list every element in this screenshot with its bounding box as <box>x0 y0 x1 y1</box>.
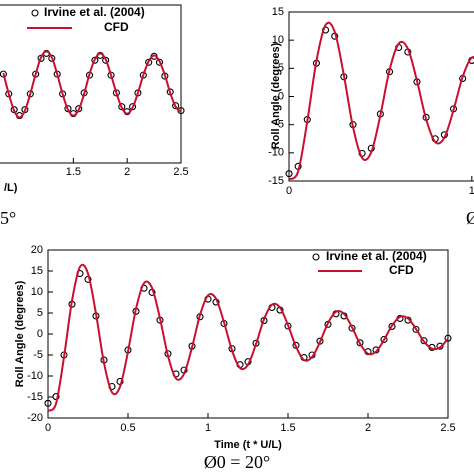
data-point <box>356 339 364 347</box>
x-axis-label: /L) <box>4 182 18 194</box>
y-axis-label: Roll Angle (degrees) <box>14 280 26 387</box>
x-tick-label: 2 <box>365 422 371 434</box>
x-tick-label: 0 <box>286 185 292 197</box>
legend-label: Irvine et al. (2004) <box>326 249 427 263</box>
data-point <box>348 324 356 332</box>
data-point <box>436 342 444 350</box>
legend-label: CFD <box>104 20 129 34</box>
legend-label: CFD <box>389 263 414 277</box>
y-tick-label: -5 <box>33 349 43 361</box>
data-point <box>444 334 452 342</box>
y-tick-label: 0 <box>278 90 284 102</box>
panel: 0 0.5 1 1.5 2 2.5 -20 -15 -10 -5 0 5 10 15 20 Time (t *… <box>14 244 456 472</box>
legend-label: Irvine et al. (2004) <box>44 5 145 19</box>
data-point <box>372 346 380 354</box>
x-axis-label: Time (t * U/L) <box>214 439 282 451</box>
y-tick-label: 10 <box>272 34 284 46</box>
cfd-line <box>288 21 474 181</box>
y-tick-label: -15 <box>27 391 43 403</box>
x-tick-label: 1.5 <box>66 166 81 178</box>
data-point <box>44 399 52 407</box>
x-tick-label: 1 <box>205 422 211 434</box>
data-point <box>380 335 388 344</box>
y-tick-label: 20 <box>31 244 43 256</box>
y-tick-label: 15 <box>272 6 284 18</box>
x-tick-label: 2 <box>124 166 130 178</box>
y-tick-label: -20 <box>27 412 43 424</box>
legend-marker <box>312 253 320 261</box>
data-point <box>172 102 180 110</box>
caption: Ø <box>466 208 474 228</box>
x-tick-label: 0.5 <box>120 422 135 434</box>
caption: 5° <box>0 208 16 228</box>
y-axis-label: Roll Angle (degrees) <box>270 42 282 149</box>
caption: Ø0 = 20° <box>204 452 270 472</box>
panel: 1.5 2 2.5/L) 5° Irvine et al. (2004)CFD <box>0 4 189 228</box>
legend-marker <box>31 9 39 17</box>
data-point <box>420 337 428 345</box>
x-tick-label: 2.5 <box>173 166 188 178</box>
data-point <box>145 58 153 66</box>
y-tick-label: 15 <box>31 265 43 277</box>
x-tick-label: 0 <box>45 422 51 434</box>
plot-frame <box>0 4 182 164</box>
x-tick-label: 2.5 <box>440 422 455 434</box>
y-tick-label: -10 <box>268 147 284 159</box>
x-tick-label: 1.5 <box>280 422 295 434</box>
data-point <box>388 322 396 330</box>
panel: 0 1 -15 -10 -5 0 5 10 15 Roll Angle (degrees) Ø <box>268 6 474 228</box>
cfd-line <box>47 263 449 412</box>
y-tick-label: 10 <box>31 286 43 298</box>
y-tick-label: -10 <box>27 370 43 382</box>
data-point <box>155 58 164 66</box>
data-point <box>412 325 420 333</box>
cfd-line <box>2 50 182 119</box>
data-point <box>52 393 60 401</box>
y-tick-label: 0 <box>37 328 43 340</box>
data-point <box>285 170 293 178</box>
y-tick-label: -5 <box>274 119 284 131</box>
y-tick-label: 5 <box>37 307 43 319</box>
y-tick-label: -15 <box>268 175 284 187</box>
x-tick-label: 1 <box>469 185 474 197</box>
y-tick-label: 5 <box>278 62 284 74</box>
